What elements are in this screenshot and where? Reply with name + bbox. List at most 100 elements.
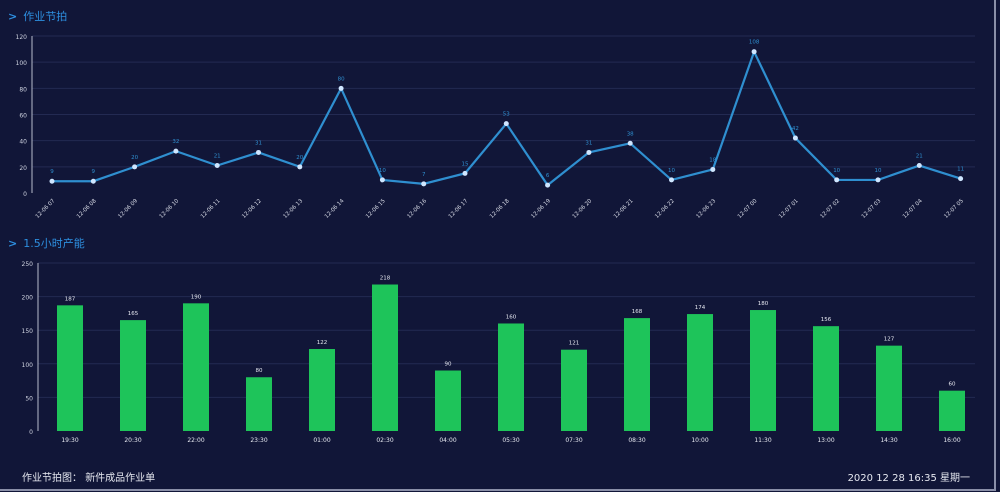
data-label: 20	[131, 155, 138, 161]
data-point	[875, 177, 881, 183]
data-point	[256, 149, 261, 155]
y-tick-label: 120	[16, 34, 28, 41]
data-point	[462, 170, 468, 176]
bar-value-label: 122	[317, 340, 328, 346]
data-label: 21	[214, 154, 221, 160]
data-point	[545, 182, 551, 188]
x-tick-label: 12-07 00	[737, 198, 759, 220]
data-point	[958, 176, 964, 182]
data-label: 11	[957, 167, 964, 173]
data-point	[214, 163, 220, 169]
data-point	[49, 178, 55, 184]
bar-value-label: 174	[695, 305, 706, 311]
x-tick-label: 12-07 02	[819, 198, 841, 220]
chevron-right-icon: >	[8, 10, 18, 23]
x-tick-label: 12-06 20	[572, 198, 594, 220]
x-tick-label: 12-06 18	[489, 198, 511, 220]
bar-value-label: 156	[821, 317, 832, 323]
data-point	[834, 177, 840, 183]
bar-value-label: 90	[445, 362, 452, 368]
data-point	[916, 163, 922, 169]
x-tick-label: 12-06 14	[324, 198, 346, 220]
bar	[372, 284, 398, 431]
data-point	[421, 181, 427, 187]
x-tick-label: 12-06 23	[695, 198, 717, 220]
x-tick-label: 12-06 21	[613, 198, 635, 220]
bar	[120, 320, 146, 431]
line-chart: 0 20 40 60 80 100 120 9 12-06 07 9 12-06 08 20 12-06…	[16, 34, 975, 220]
x-tick-label: 12-06 19	[530, 198, 552, 220]
y-tick-label: 150	[22, 328, 34, 335]
x-tick-label: 12-06 15	[365, 198, 387, 220]
x-tick-label: 08:30	[628, 437, 645, 444]
footer-info: 作业节拍图： 新件成品作业单	[22, 469, 155, 484]
x-tick-label: 20:30	[124, 437, 141, 444]
data-label: 38	[627, 131, 634, 137]
chevron-right-icon: >	[8, 237, 18, 250]
x-tick-label: 12-06 22	[654, 198, 676, 220]
data-label: 32	[172, 139, 179, 145]
bar	[939, 390, 965, 431]
data-label: 9	[92, 169, 96, 175]
data-label: 31	[255, 140, 262, 146]
x-tick-label: 12-07 03	[861, 198, 883, 220]
data-point	[710, 166, 716, 172]
footer-value: 新件成品作业单	[85, 473, 156, 484]
bar-value-label: 80	[256, 368, 263, 374]
data-label: 21	[916, 154, 923, 160]
x-tick-label: 12-06 16	[406, 198, 428, 220]
data-point	[297, 164, 303, 170]
y-tick-label: 100	[16, 60, 28, 67]
bar	[498, 323, 524, 431]
data-point	[669, 177, 674, 183]
data-label: 42	[792, 126, 799, 132]
bar	[561, 349, 587, 431]
data-label: 80	[338, 76, 345, 82]
x-tick-label: 12-06 17	[448, 198, 470, 220]
data-point	[503, 121, 509, 127]
data-point	[173, 148, 179, 154]
bar-chart-title: >1.5小时产能	[8, 235, 85, 251]
x-tick-label: 12-06 09	[117, 198, 139, 220]
bar-value-label: 190	[191, 294, 202, 300]
y-tick-label: 80	[19, 86, 27, 93]
data-label: 53	[503, 112, 510, 118]
data-point	[338, 85, 344, 91]
bar-value-label: 168	[632, 309, 643, 315]
x-tick-label: 02:30	[376, 437, 393, 444]
bar	[57, 305, 83, 431]
x-tick-label: 07:30	[565, 437, 582, 444]
x-tick-label: 14:30	[880, 437, 897, 444]
line-series	[52, 48, 961, 187]
line-title-text: 作业节拍	[23, 10, 68, 23]
x-tick-label: 16:00	[943, 437, 960, 444]
bar-value-label: 218	[380, 276, 391, 282]
data-label: 9	[50, 169, 54, 175]
bar	[435, 370, 461, 431]
bar	[687, 314, 713, 431]
line-chart-title: > 作业节拍	[8, 8, 67, 24]
footer-datetime: 2020 12 28 16:35 星期一	[847, 473, 970, 484]
y-tick-label: 250	[22, 261, 34, 268]
x-tick-label: 05:30	[502, 437, 519, 444]
data-point	[792, 135, 798, 141]
x-tick-label: 22:00	[187, 437, 204, 444]
data-point	[90, 178, 96, 184]
data-label: 15	[462, 161, 469, 167]
data-label: 108	[749, 40, 760, 46]
x-tick-label: 12-06 12	[241, 198, 263, 220]
bar	[876, 345, 902, 431]
bar-value-label: 160	[506, 314, 517, 320]
y-tick-label: 50	[25, 395, 33, 402]
data-point	[379, 177, 385, 183]
bar	[309, 349, 335, 431]
x-tick-label: 12-06 10	[159, 198, 181, 220]
x-tick-label: 10:00	[691, 437, 708, 444]
bar	[183, 303, 209, 431]
data-label: 10	[875, 168, 882, 174]
bar-value-label: 60	[949, 382, 956, 388]
x-tick-label: 01:00	[313, 437, 330, 444]
bar-value-label: 121	[569, 341, 580, 347]
y-tick-label: 0	[23, 191, 27, 198]
